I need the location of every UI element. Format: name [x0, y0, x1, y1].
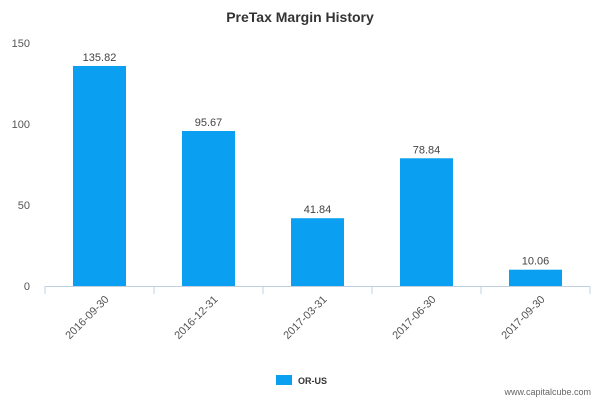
x-axis: 2016-09-30 2016-12-31 2017-03-31 2017-06-30… — [44, 286, 591, 342]
credit-text: www.capitalcube.com — [503, 387, 591, 397]
x-tick-label: 2016-09-30 — [63, 294, 111, 342]
data-label: 41.84 — [304, 204, 332, 216]
bar-2016-09-30 — [73, 65, 126, 286]
y-tick-label: 100 — [12, 119, 30, 131]
data-label: 95.67 — [195, 117, 223, 129]
y-tick-label: 0 — [24, 281, 30, 293]
legend-swatch — [276, 375, 292, 385]
bars: 135.82 95.67 41.84 78.84 10.06 — [73, 52, 562, 286]
x-tick-label: 2017-03-31 — [281, 294, 329, 342]
x-tick-label: 2016-12-31 — [172, 294, 220, 342]
y-axis: 0 50 100 150 — [12, 38, 30, 293]
chart-title: PreTax Margin History — [226, 9, 374, 25]
data-label: 10.06 — [522, 256, 550, 268]
data-label: 135.82 — [83, 52, 117, 64]
y-tick-label: 50 — [18, 200, 30, 212]
x-tick-label: 2017-09-30 — [499, 294, 547, 342]
bar-2017-03-31 — [291, 218, 344, 286]
bar-2017-09-30 — [509, 269, 562, 286]
data-label: 78.84 — [413, 144, 441, 156]
bar-2016-12-31 — [182, 131, 235, 286]
x-tick-label: 2017-06-30 — [390, 294, 438, 342]
bar-2017-06-30 — [400, 158, 453, 286]
legend-label: OR-US — [298, 376, 327, 386]
legend: OR-US — [276, 375, 327, 386]
y-tick-label: 150 — [12, 38, 30, 50]
